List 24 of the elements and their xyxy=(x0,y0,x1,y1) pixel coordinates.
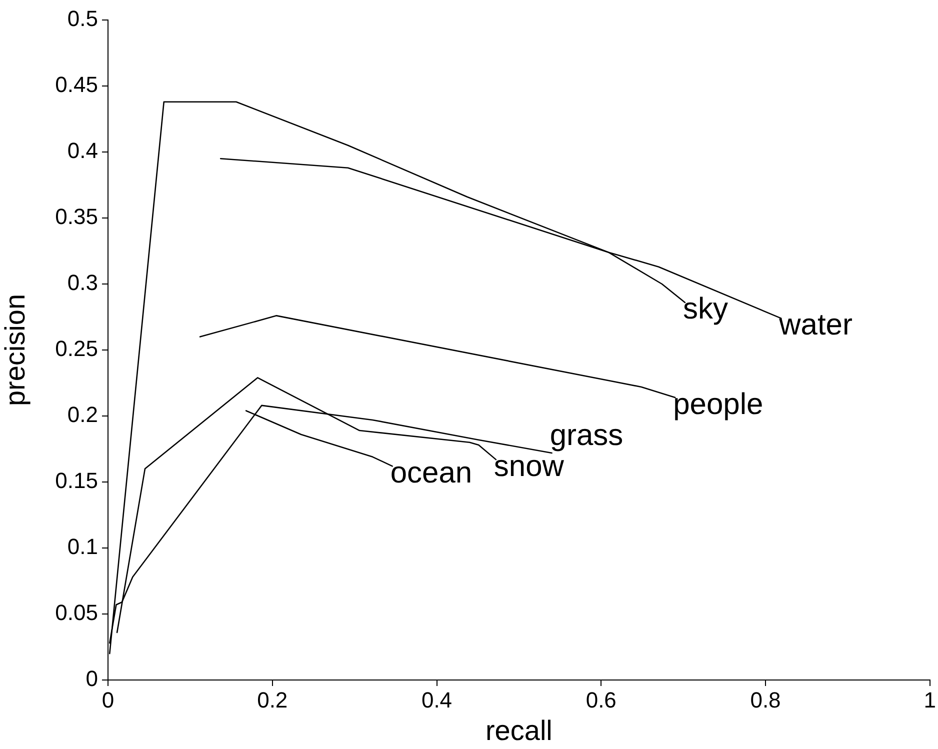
y-axis-title: precision xyxy=(0,294,31,406)
y-tick-label: 0.35 xyxy=(55,204,98,230)
y-tick-label: 0.4 xyxy=(67,138,98,164)
series-label: people xyxy=(673,388,764,421)
x-tick-label: 0.2 xyxy=(257,687,288,712)
series-label: water xyxy=(778,308,852,342)
y-tick-label: 0.5 xyxy=(67,6,98,32)
x-tick-label: 1 xyxy=(924,687,936,712)
x-tick-label: 0.8 xyxy=(750,687,781,712)
y-tick-label: 0.45 xyxy=(55,72,98,98)
y-tick-label: 0 xyxy=(86,666,98,692)
series-label: ocean xyxy=(390,456,472,490)
x-axis-title: recall xyxy=(485,714,552,746)
y-tick-label: 0.3 xyxy=(67,270,98,296)
x-tick-label: 0.6 xyxy=(586,687,616,712)
x-tick-label: 0 xyxy=(102,687,114,712)
series-label: sky xyxy=(682,292,728,326)
x-tick-label: 0.4 xyxy=(421,687,452,712)
y-tick-label: 0.25 xyxy=(55,336,98,362)
series-label: grass xyxy=(550,419,624,452)
y-tick-label: 0.05 xyxy=(55,600,98,626)
y-tick-label: 0.15 xyxy=(55,468,98,494)
y-tick-label: 0.2 xyxy=(67,402,98,428)
y-tick-label: 0.1 xyxy=(67,534,98,560)
